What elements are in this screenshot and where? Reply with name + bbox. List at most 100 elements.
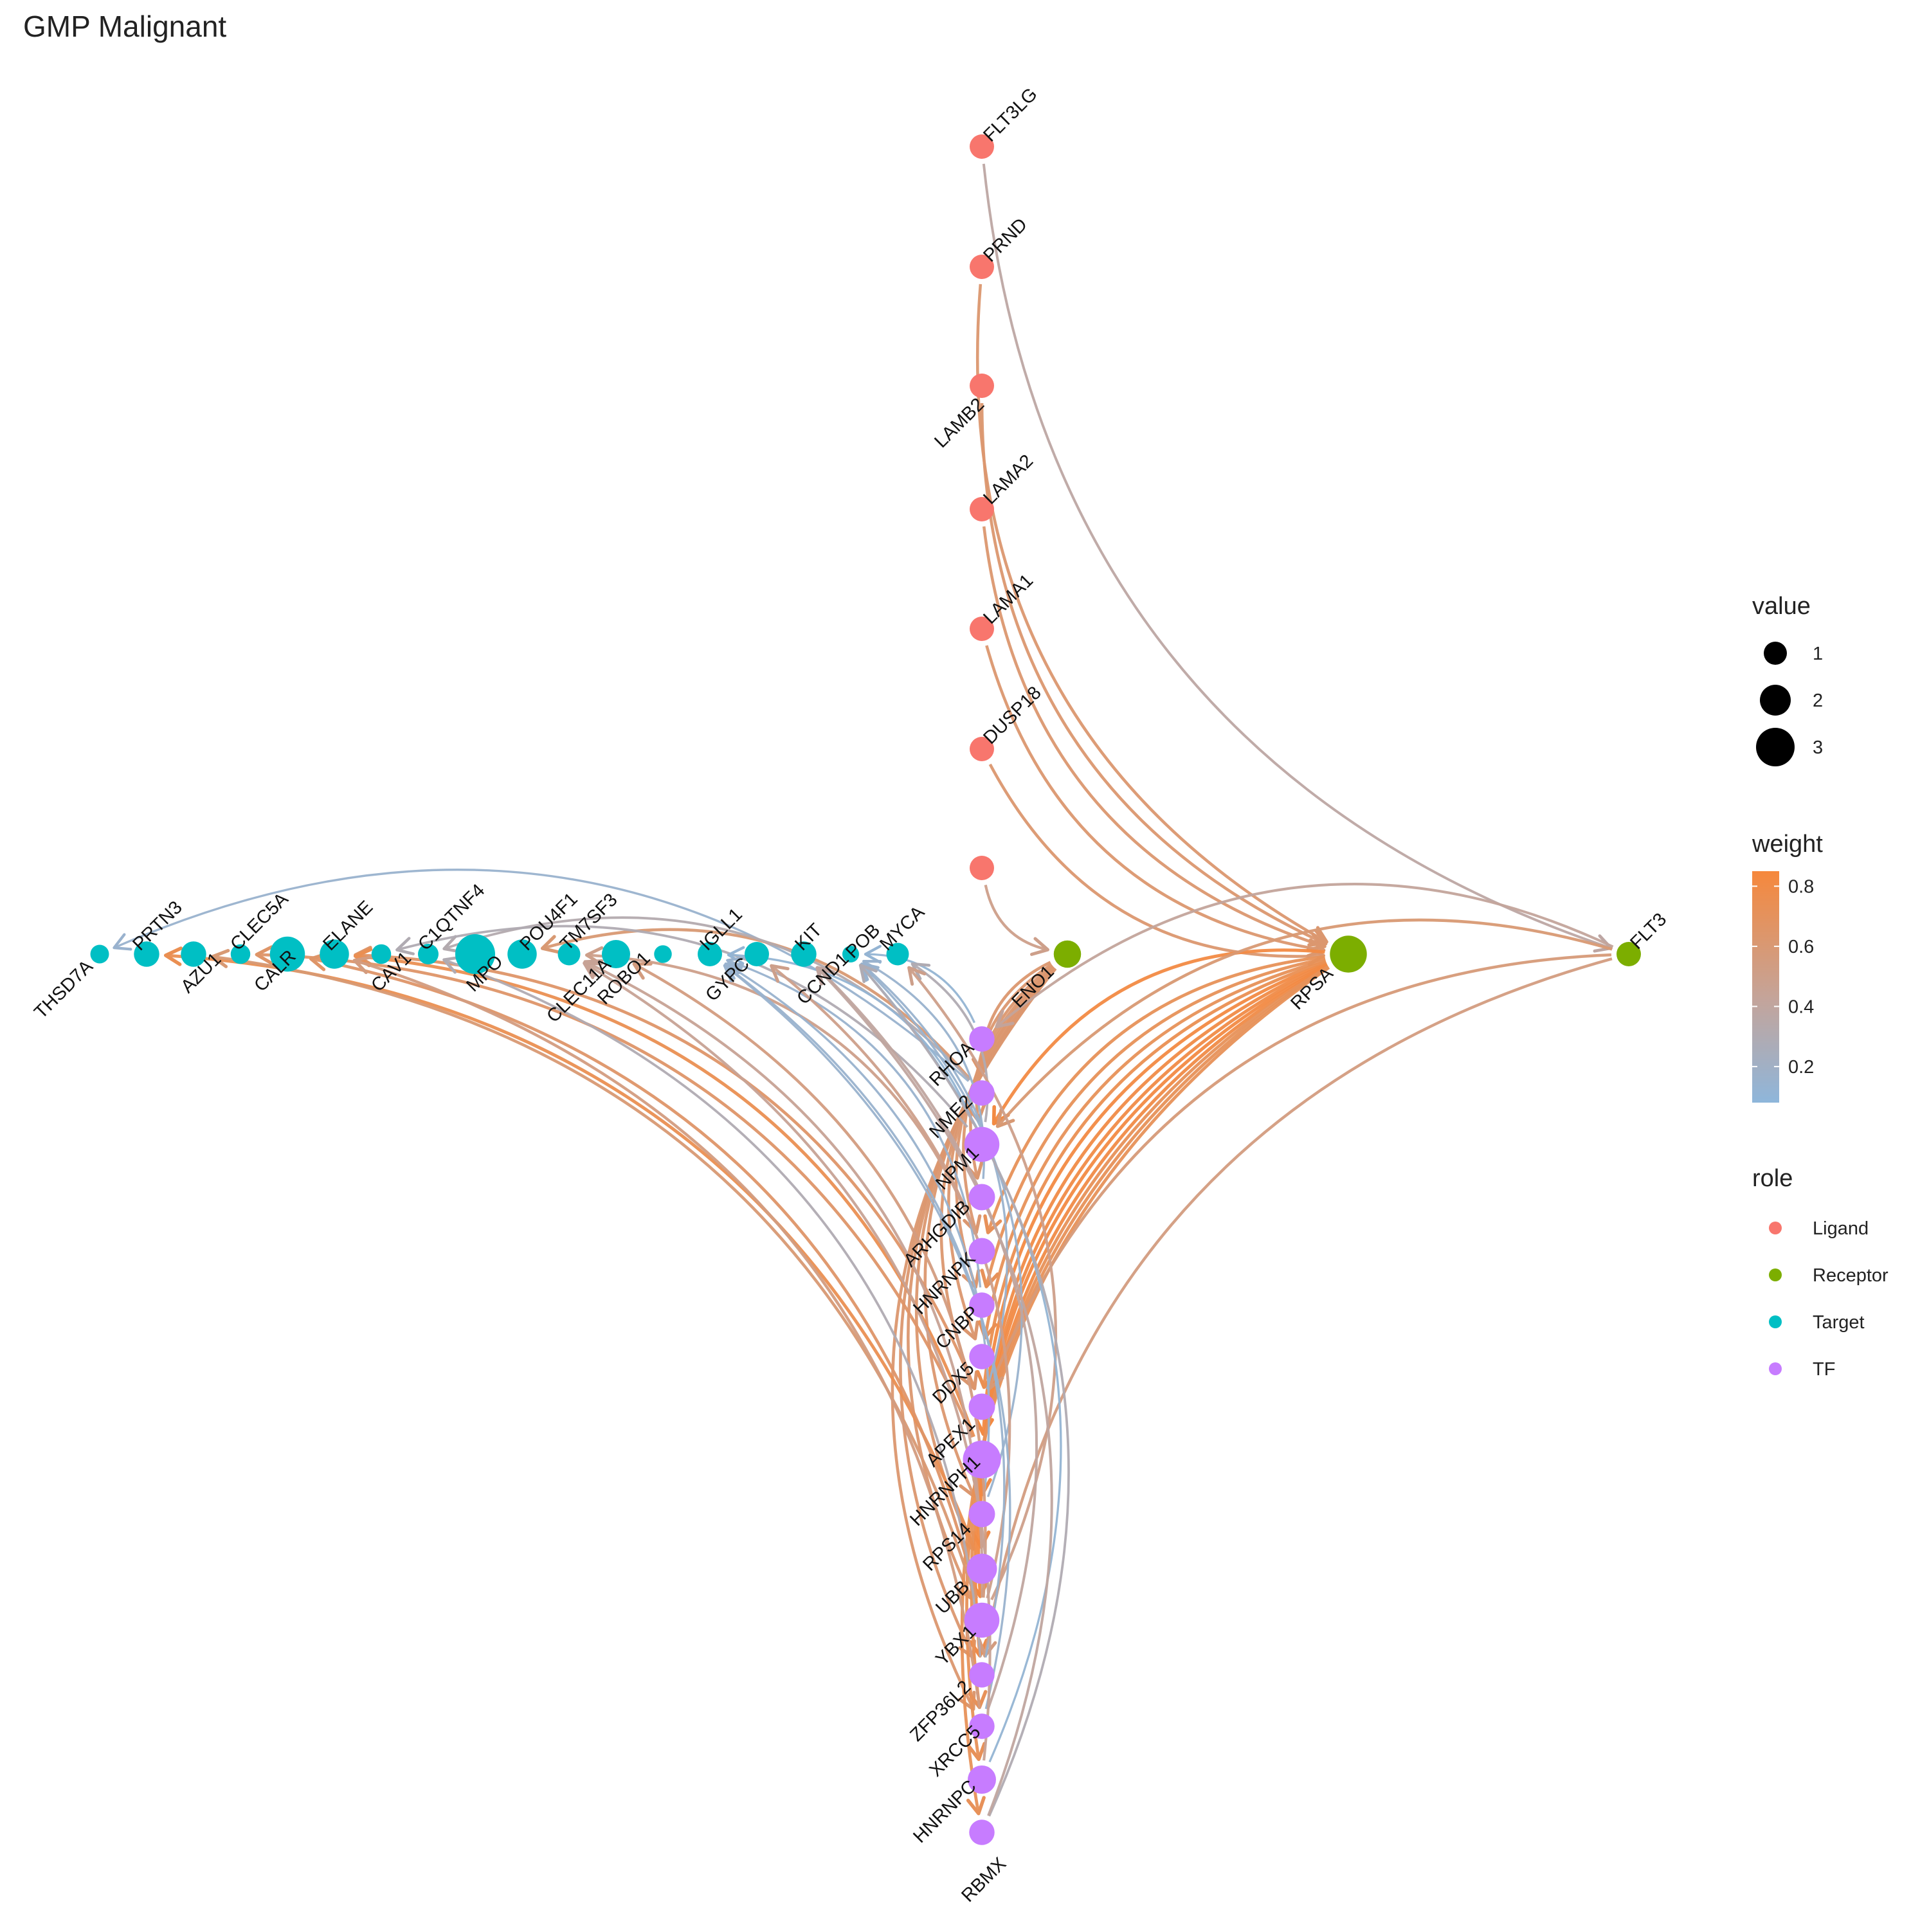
edge-APEX1-ELANE [355,953,977,1391]
node-azu1 [181,941,206,967]
edge-XRCC5-ELANE [354,959,981,1709]
node-label-elane: ELANE [319,897,377,955]
arrowhead-RBMX-CCND1 [858,964,878,984]
node-clec5a [230,944,251,964]
node-tm7sf3 [557,943,581,966]
node-zfp36l2 [969,1662,995,1688]
node-hnrnpc [968,1765,996,1794]
legend-role-label-ligand: Ligand [1813,1218,1869,1239]
node-rbmx [969,1819,995,1845]
node-nme2 [969,1080,995,1106]
arrowhead-YBX1-MYCA [907,966,927,986]
legend-role-dot-tf [1769,1362,1782,1375]
arrowhead-RHOA-CCND1 [864,944,882,964]
node-dusp18 [970,737,994,761]
arrowhead-UBB-PRTN3 [163,946,183,966]
node-label-prtn3: PRTN3 [129,897,186,954]
node-hnrnpk [968,1238,995,1265]
arrowhead-RPSA-CNBP [980,1268,1000,1288]
node-prtn3 [134,941,159,967]
node-elane [320,939,349,969]
edge-FLT3-RHOA [995,883,1614,1028]
node-myca [886,943,909,966]
legend-value-dot-3 [1756,728,1795,766]
node-pou4f1 [507,939,537,969]
arrowhead-POB-ENO1 [1030,937,1049,956]
node-calr [269,936,305,972]
node-label-lama1: LAMA1 [979,570,1037,628]
node-cav1 [371,944,392,964]
arrowhead-LAMA1-RPSA [1306,938,1326,958]
edge-XRCC5-KIT [816,966,1038,1710]
arrowhead-RBMX-KIT [815,966,835,986]
arrowhead-ENO1-DDX5 [961,1320,979,1341]
arrowhead-XRCC5-ELANE [352,955,373,975]
arrowhead-HNRNPC-TM7SF3 [583,961,603,979]
legend-weight-label-0.4: 0.4 [1788,997,1814,1017]
node-igll1 [698,942,722,966]
edge-LAMB2-RPSA [980,402,1327,945]
node-mpo [455,934,495,974]
edge-RPSA-HNRNPK [986,955,1325,1233]
edge-PRND-RPSA [975,284,1328,944]
node-kit [791,941,817,967]
legend-role-title: role [1752,1165,1793,1192]
arrowhead-NPM1-CAV1 [395,937,415,955]
legend-role-label-receptor: Receptor [1813,1265,1888,1286]
edge-HNRNPH1-CLEC5A [257,953,974,1438]
node-flt3 [1617,942,1641,966]
node-arhgdib [968,1184,995,1211]
node-ubb [966,1553,997,1584]
edge-DUSP18-RPSA [988,763,1324,958]
arrowhead-FLT3-RHOA [995,1009,1015,1029]
arrowhead-RPSA-RBMX [966,1796,986,1816]
edge-ZFP36L2-C1QTNF4 [443,959,982,1657]
arrowhead-HNRNPH1-CLEC5A [255,945,274,965]
node-ccnd1 [842,946,859,962]
node-lama1 [970,617,994,641]
arrowhead-ZFP36L2-C1QTNF4 [442,955,462,974]
arrowhead-NME2-POU4F1 [540,935,561,954]
edge-FLT3-NPM1 [996,918,1613,1128]
node-flt3lg [970,134,994,159]
legend-role-label-target: Target [1813,1312,1865,1333]
edge-ZFP36L2-IGLL1 [724,964,1006,1658]
node-thsd7a [90,944,109,964]
edge-POB-ENO1 [984,884,1048,952]
legend-value-title: value [1752,593,1811,620]
edge-RBMX-CCND1 [859,964,1070,1817]
edge-NME2-THSD7A [113,869,970,1082]
node-cnbp [969,1292,995,1318]
edge-LAMA1-RPSA [985,645,1325,952]
node-rps14 [968,1501,995,1528]
arrowhead-YBX1-AZU1 [210,948,230,968]
arrowhead-NPM1-MYCA [910,962,931,980]
arrowhead-RPS14-IGLL1 [724,962,744,980]
node-hnrnph1 [963,1440,1001,1479]
edge-layer [113,163,1614,1817]
legend-role-dot-target [1769,1315,1782,1328]
node-layer [90,134,1641,1845]
legend-value-dot-1 [1764,642,1787,665]
edge-FLT3LG-FLT3 [982,163,1612,950]
node-rhoa [969,1026,995,1052]
arrowhead-NME2-C1QTNF4 [442,935,462,953]
node-apex1 [968,1393,995,1420]
legend-value-label-3: 3 [1813,737,1823,758]
arrowhead-YBX1-GYPC [770,964,790,983]
legend-value-dot-2 [1760,685,1791,716]
legend-weight-label-0.6: 0.6 [1788,937,1814,957]
arrowhead-NPM1-IGLL1 [727,946,745,965]
arrowhead-NME2-THSD7A [113,933,132,951]
legend: value 1 2 3 weight 0.2 0.4 0.6 0.8 role Ligand Rece… [1752,593,1888,1380]
edge-RPSA-APEX1 [982,960,1327,1387]
arrowhead-XRCC5-IGLL1 [723,964,743,982]
legend-weight-label-0.8: 0.8 [1788,876,1814,897]
edge-YBX1-AZU1 [212,955,977,1599]
edge-RPSA-NPM1 [992,948,1325,1124]
node-rpsa [1330,935,1367,973]
edge-LAMA2-RPSA [982,526,1325,948]
edge-NPM1-IGLL1 [728,953,975,1124]
